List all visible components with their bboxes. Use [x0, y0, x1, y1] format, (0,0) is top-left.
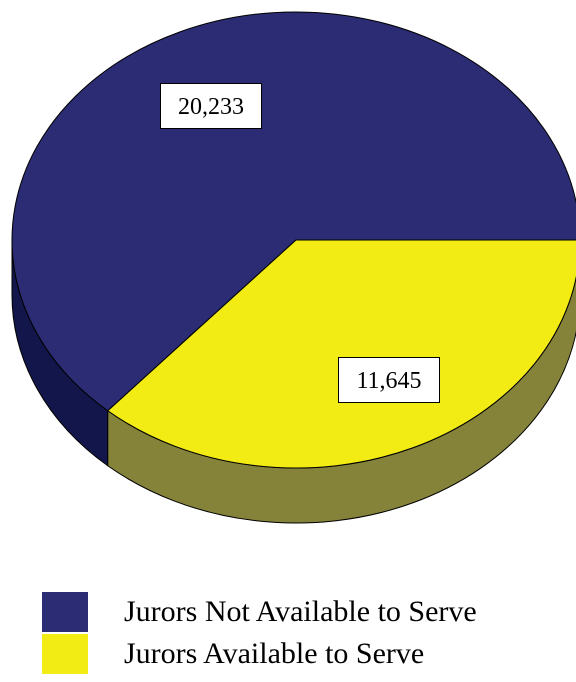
data-label-box	[338, 357, 440, 403]
pie-slice	[11, 11, 576, 412]
data-label-box	[160, 83, 262, 129]
data-label-text: 20,233	[178, 94, 244, 120]
legend-item-not-available: Jurors Not Available to Serve	[42, 591, 477, 633]
legend-label: Jurors Available to Serve	[124, 637, 425, 670]
legend-swatch	[42, 592, 88, 632]
data-label: 11,645	[338, 357, 440, 403]
data-label-text: 11,645	[356, 368, 421, 394]
legend-swatch	[42, 634, 88, 674]
data-label: 20,233	[160, 83, 262, 129]
legend-item-available: Jurors Available to Serve	[42, 633, 477, 675]
legend-label: Jurors Not Available to Serve	[124, 595, 477, 628]
legend: Jurors Not Available to Serve Jurors Ava…	[42, 591, 477, 675]
pie-slice	[106, 239, 576, 469]
